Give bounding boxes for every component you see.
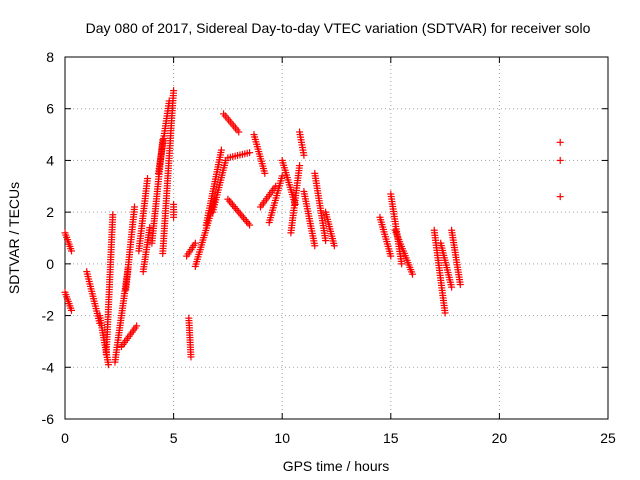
x-tick-label: 5	[170, 430, 178, 446]
data-point	[146, 224, 154, 232]
y-tick-label: 8	[46, 49, 54, 65]
x-tick-label: 0	[61, 430, 69, 446]
data-point	[241, 216, 249, 224]
data-point	[244, 219, 252, 227]
data-point	[556, 156, 564, 164]
y-tick-label: 4	[46, 152, 54, 168]
data-point	[217, 146, 225, 154]
data-point	[232, 204, 240, 212]
data-point	[246, 149, 254, 157]
y-tick-label: -6	[42, 411, 55, 427]
data-point	[170, 87, 178, 95]
data-point	[133, 322, 141, 330]
x-tick-label: 15	[383, 430, 399, 446]
data-points	[61, 87, 564, 369]
data-point	[261, 169, 269, 177]
data-point	[243, 217, 251, 225]
data-point	[144, 175, 152, 183]
data-point	[278, 172, 286, 180]
data-point	[187, 353, 195, 361]
x-axis-label: GPS time / hours	[283, 458, 390, 474]
y-tick-label: 6	[46, 101, 54, 117]
data-point	[322, 237, 330, 245]
y-tick-labels: -6 -4 -2 0 2 4 6 8	[42, 49, 55, 427]
data-point	[233, 206, 241, 214]
data-point	[224, 195, 232, 203]
data-point	[398, 260, 406, 268]
data-point	[109, 211, 117, 219]
data-point	[246, 221, 254, 229]
data-point	[131, 203, 139, 211]
plot-frame	[64, 56, 609, 420]
data-point	[556, 138, 564, 146]
data-point	[235, 208, 243, 216]
data-point	[170, 200, 178, 208]
data-point	[229, 201, 237, 209]
data-point	[238, 212, 246, 220]
y-tick-label: -2	[42, 308, 55, 324]
data-point	[409, 270, 417, 278]
data-point	[104, 361, 112, 369]
data-point	[68, 247, 76, 255]
x-tick-label: 10	[274, 430, 290, 446]
data-point	[387, 252, 395, 260]
x-tick-labels: 0 5 10 15 20 25	[61, 430, 616, 446]
data-point	[236, 210, 244, 218]
x-tick-label: 25	[600, 430, 616, 446]
data-point	[239, 214, 247, 222]
y-axis-label: SDTVAR / TECUs	[6, 182, 22, 294]
y-tick-label: -4	[42, 359, 55, 375]
data-point	[225, 197, 233, 205]
x-tick-label: 20	[492, 430, 508, 446]
y-tick-label: 2	[46, 204, 54, 220]
data-point	[456, 281, 464, 289]
data-point	[68, 306, 76, 314]
data-point	[235, 128, 243, 136]
data-point	[311, 242, 319, 250]
chart-title: Day 080 of 2017, Sidereal Day-to-day VTE…	[86, 20, 591, 36]
data-point	[330, 242, 338, 250]
y-tick-label: 0	[46, 256, 54, 272]
data-point	[296, 162, 304, 170]
axis-ticks	[64, 56, 609, 420]
data-point	[300, 151, 308, 159]
data-point	[227, 199, 235, 207]
data-point	[191, 239, 199, 247]
grid-lines	[65, 57, 608, 419]
data-point	[441, 309, 449, 317]
data-point	[556, 193, 564, 201]
data-point	[448, 283, 456, 291]
data-point	[230, 203, 238, 211]
